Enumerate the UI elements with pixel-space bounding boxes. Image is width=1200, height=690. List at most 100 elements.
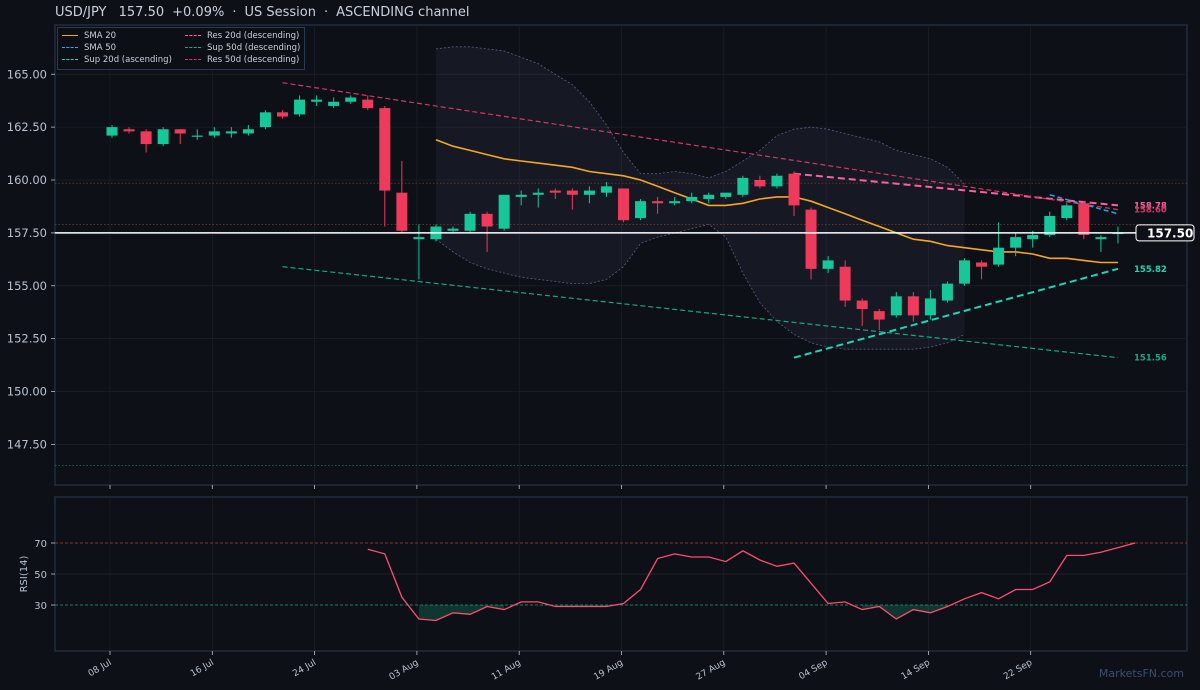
legend-item-sma20: SMA 20 <box>62 30 116 42</box>
candle-body <box>566 190 578 195</box>
legend-item-sma50: SMA 50 <box>62 42 116 54</box>
legend-swatch <box>62 59 78 60</box>
candle-body <box>993 247 1005 265</box>
candle-body <box>890 296 902 316</box>
trendline <box>793 267 1119 359</box>
candle-body <box>737 177 749 195</box>
candle-body <box>686 196 698 202</box>
separator: · <box>323 5 329 20</box>
candle-body <box>157 129 169 145</box>
candle-body <box>941 283 953 301</box>
y-tick-label: 150.00 <box>7 385 47 399</box>
candle-body <box>907 296 919 316</box>
y-tick-label: 160.00 <box>7 173 47 187</box>
candle-body <box>600 186 612 193</box>
current-price-badge <box>1135 224 1195 242</box>
candle-body <box>1078 203 1090 235</box>
rsi-line <box>367 542 1136 622</box>
legend-item-sup50: Sup 50d (descending) <box>185 42 300 54</box>
candle-body <box>208 131 220 136</box>
chart-title: USD/JPY 157.50 +0.09% · US Session · ASCENDIN… <box>55 5 478 20</box>
price-label: 157.50 <box>118 5 165 20</box>
candle-body <box>106 127 118 136</box>
candle-body <box>259 112 271 128</box>
trendline-value-label: 158.60 <box>1134 206 1167 216</box>
bollinger-fill <box>435 46 965 350</box>
x-tick-label: 16 Jul <box>189 658 216 679</box>
candle-body <box>652 201 664 204</box>
candle-body <box>583 190 595 195</box>
candle-body <box>703 194 715 200</box>
x-tick-label: 27 Aug <box>695 658 728 683</box>
candle-body <box>532 192 544 195</box>
y-tick-label: 162.50 <box>7 120 47 134</box>
trendline <box>282 82 1119 211</box>
candle-body <box>771 175 783 187</box>
current-price-label: 157.50 <box>1147 226 1193 240</box>
candle-body <box>1095 237 1107 240</box>
legend-label: Sup 50d (descending) <box>207 43 301 53</box>
candle-body <box>140 131 152 145</box>
separator: · <box>232 5 237 20</box>
candle-body <box>242 129 254 134</box>
legend-swatch <box>185 35 201 36</box>
legend-swatch <box>185 59 201 60</box>
candle-body <box>362 99 374 109</box>
candle-body <box>720 192 732 197</box>
legend-swatch <box>62 35 78 36</box>
legend-label: Res 50d (descending) <box>207 55 300 65</box>
legend-label: Sup 20d (ascending) <box>84 55 172 65</box>
x-tick-label: 14 Sep <box>900 658 932 682</box>
candle-body <box>277 112 288 117</box>
candle-body <box>754 180 766 187</box>
legend: SMA 20 SMA 50 Sup 20d (ascending) Res 20… <box>57 27 305 70</box>
candle-body <box>873 311 885 320</box>
y-tick-label: 155.00 <box>7 279 47 293</box>
candle-body <box>464 213 476 231</box>
candle-body <box>328 101 340 106</box>
x-tick-label: 03 Aug <box>388 658 421 683</box>
watermark: MarketsFN.com <box>1098 667 1184 680</box>
candle-body <box>174 129 186 134</box>
candle-body <box>839 266 851 301</box>
candle-body <box>805 209 817 269</box>
legend-swatch <box>62 47 78 48</box>
candle-body <box>515 194 527 197</box>
trendline-value-label: 151.56 <box>1134 354 1167 364</box>
x-tick-label: 22 Sep <box>1002 658 1034 682</box>
candle-body <box>1027 234 1039 240</box>
candle-body <box>123 129 135 132</box>
candle-body <box>447 228 459 231</box>
rsi-oversold-fill <box>418 605 505 621</box>
x-tick-label: 08 Jul <box>87 658 114 679</box>
candle-body <box>1044 215 1056 235</box>
y-tick-label: 157.50 <box>7 226 47 240</box>
candle-body <box>1061 205 1073 219</box>
candle-body <box>618 188 629 221</box>
legend-item-sup20: Sup 20d (ascending) <box>62 54 172 66</box>
y-tick-label: 152.50 <box>7 332 47 346</box>
rsi-axis-label: RSI(14) <box>19 556 30 593</box>
pair-label: USD/JPY <box>55 5 107 20</box>
candle-body <box>959 260 970 284</box>
change-label: +0.09% <box>172 5 225 20</box>
trendline-value-label: 158.78 <box>1134 201 1167 211</box>
candle-body <box>311 99 323 102</box>
rsi-y-tick-label: 70 <box>34 539 47 550</box>
candle-body <box>396 192 408 231</box>
candle-body <box>976 262 988 267</box>
candle-body <box>481 213 493 227</box>
y-tick-label: 147.50 <box>7 437 47 451</box>
x-tick-label: 11 Aug <box>490 658 523 683</box>
bollinger-lower <box>435 223 965 350</box>
y-tick-label: 165.00 <box>7 67 47 81</box>
trendline <box>282 266 1119 359</box>
legend-item-res50: Res 50d (descending) <box>185 54 299 66</box>
candle-body <box>345 97 357 102</box>
candle-body <box>294 99 306 115</box>
rsi-y-tick-label: 50 <box>34 570 47 581</box>
legend-label: SMA 20 <box>84 31 117 41</box>
candle-body <box>191 135 203 137</box>
candle-body <box>635 201 647 219</box>
